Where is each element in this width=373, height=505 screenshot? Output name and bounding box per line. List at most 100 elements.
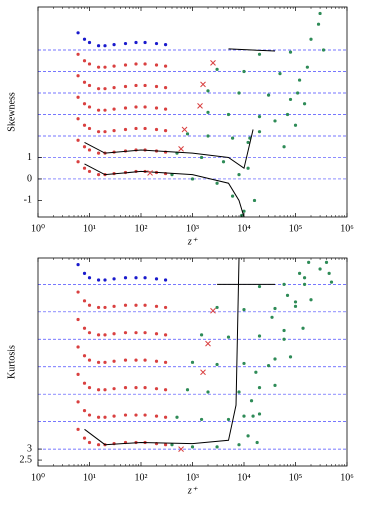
data-point [237, 443, 241, 447]
data-point [318, 267, 322, 271]
y-tick-label: 3 [27, 443, 32, 454]
data-point [154, 304, 159, 308]
data-point [96, 151, 101, 155]
data-point [134, 105, 138, 109]
data-point [163, 415, 168, 419]
x-tick-label: 10⁴ [237, 472, 251, 483]
data-point [143, 358, 147, 362]
data-point [143, 40, 147, 45]
data-point [76, 427, 80, 431]
data-point [154, 84, 159, 89]
data-point [288, 355, 293, 359]
data-point [163, 86, 168, 90]
data-point [96, 87, 101, 91]
data-point [143, 385, 147, 390]
data-point [76, 31, 80, 35]
data-point [206, 110, 210, 114]
data-point [270, 315, 274, 319]
data-point [242, 414, 246, 418]
data-point [249, 399, 254, 403]
data-point [318, 11, 322, 16]
data-point [134, 126, 138, 131]
data-point [215, 181, 219, 185]
x-tick-label: 10² [135, 223, 148, 234]
data-point [82, 123, 87, 127]
data-point [273, 306, 277, 311]
data-point [82, 409, 87, 413]
data-point [134, 276, 138, 280]
data-point [134, 385, 138, 390]
cross-marker [200, 369, 206, 376]
data-point [185, 388, 190, 392]
data-point [293, 123, 298, 127]
data-point [76, 290, 80, 294]
data-point [96, 108, 101, 112]
data-point [123, 385, 128, 390]
data-point [82, 145, 87, 149]
data-point [242, 69, 246, 74]
data-point [257, 334, 262, 338]
cross-marker [197, 103, 203, 109]
data-point [163, 278, 168, 282]
data-point [273, 357, 277, 361]
data-point [266, 364, 271, 368]
cross-marker [205, 340, 211, 347]
data-point [293, 300, 298, 304]
data-point [82, 271, 87, 275]
line-series [228, 48, 276, 52]
data-point [112, 277, 116, 281]
data-point [321, 48, 326, 52]
line-series [84, 163, 245, 217]
data-point [154, 277, 159, 281]
data-point [112, 86, 116, 90]
data-point [82, 102, 87, 106]
data-point [199, 417, 204, 422]
data-point [237, 91, 241, 95]
x-axis-label: z⁺ [187, 236, 198, 247]
data-point [285, 112, 290, 117]
data-point [282, 145, 286, 149]
data-point [221, 160, 226, 164]
data-point [76, 74, 80, 78]
data-point [257, 115, 262, 119]
data-point [87, 385, 92, 390]
data-point [257, 52, 262, 56]
plot-area [38, 11, 347, 217]
data-point [82, 37, 87, 41]
data-point [242, 209, 246, 213]
y-tick-label: 2.5 [20, 454, 33, 465]
data-point [96, 388, 101, 392]
plot-area [38, 258, 347, 452]
data-point [134, 83, 138, 88]
data-point [123, 106, 128, 110]
data-point [82, 166, 87, 170]
data-point [112, 332, 116, 336]
data-point [103, 388, 107, 392]
data-point [87, 358, 92, 362]
y-tick-label: 1 [27, 152, 32, 163]
data-point [76, 95, 80, 99]
data-point [163, 128, 168, 133]
data-point [252, 198, 257, 203]
data-point [82, 59, 87, 63]
data-point [96, 305, 101, 310]
data-point [143, 105, 147, 109]
data-point [154, 127, 159, 132]
data-point [230, 194, 235, 198]
cross-marker [181, 126, 188, 133]
data-point [324, 260, 329, 264]
data-point [134, 331, 138, 335]
data-point [215, 305, 219, 310]
y-tick-label: 0 [27, 173, 32, 184]
data-point [255, 440, 259, 445]
panel: 10⁰ 10¹ 10² 10³ 10⁴ 10⁵ 10⁶ -1 0 1 z⁺ Skewness [6, 6, 354, 247]
data-point [82, 354, 87, 358]
data-point [134, 40, 138, 45]
data-point [123, 84, 128, 89]
data-point [87, 440, 92, 445]
data-point [143, 126, 147, 131]
data-point [206, 89, 210, 93]
x-tick-label: 10⁵ [289, 472, 303, 483]
data-point [154, 332, 159, 336]
data-point [278, 72, 282, 76]
